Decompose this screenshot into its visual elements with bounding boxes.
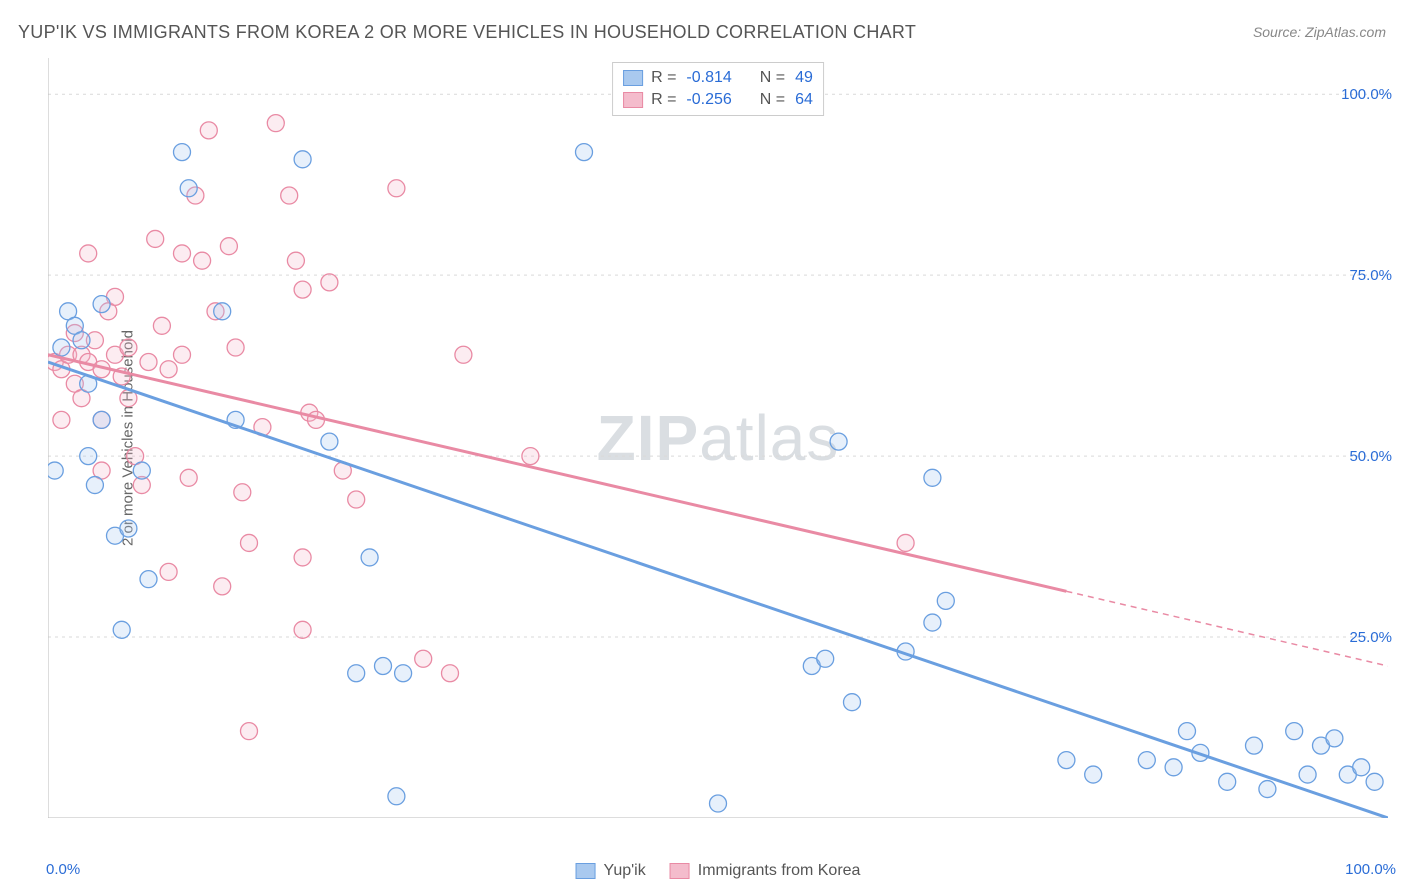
n-value-2: 64	[795, 91, 813, 109]
x-tick-0: 0.0%	[46, 861, 80, 878]
r-value-1: -0.814	[686, 69, 731, 87]
source-attribution: Source: ZipAtlas.com	[1253, 24, 1386, 40]
n-value-1: 49	[795, 69, 813, 87]
y-tick-75: 75.0%	[1349, 267, 1392, 284]
y-tick-100: 100.0%	[1341, 86, 1392, 103]
r-value-2: -0.256	[686, 91, 731, 109]
legend-row-1: R = -0.814 N = 49	[623, 67, 813, 89]
n-label: N =	[760, 91, 785, 109]
chart-title: YUP'IK VS IMMIGRANTS FROM KOREA 2 OR MOR…	[18, 22, 916, 43]
legend-swatch-pink	[670, 863, 690, 879]
n-label: N =	[760, 69, 785, 87]
y-tick-25: 25.0%	[1349, 629, 1392, 646]
legend-item-1: Yup'ik	[576, 862, 646, 880]
y-tick-50: 50.0%	[1349, 448, 1392, 465]
legend-item-2: Immigrants from Korea	[670, 862, 861, 880]
r-label: R =	[651, 91, 676, 109]
legend-swatch-blue	[576, 863, 596, 879]
scatter-chart	[48, 58, 1388, 818]
correlation-legend: R = -0.814 N = 49 R = -0.256 N = 64	[612, 62, 824, 116]
legend-label-2: Immigrants from Korea	[698, 862, 861, 880]
legend-swatch-blue	[623, 70, 643, 86]
series-legend: Yup'ik Immigrants from Korea	[576, 862, 861, 880]
r-label: R =	[651, 69, 676, 87]
chart-area: 2 or more Vehicles in Household ZIPatlas…	[48, 58, 1388, 818]
legend-swatch-pink	[623, 92, 643, 108]
legend-label-1: Yup'ik	[604, 862, 646, 880]
legend-row-2: R = -0.256 N = 64	[623, 89, 813, 111]
x-tick-100: 100.0%	[1345, 861, 1396, 878]
